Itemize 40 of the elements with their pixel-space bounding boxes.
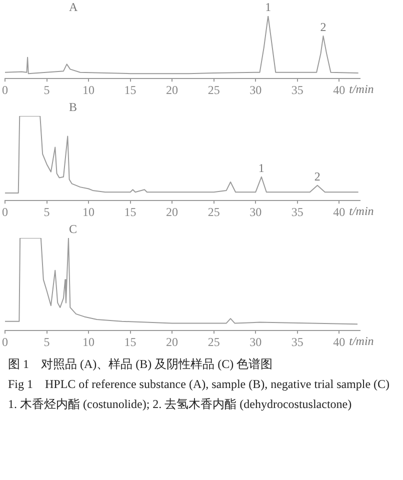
x-axis-title: t/min xyxy=(349,334,374,348)
x-tick-label: 20 xyxy=(166,82,178,97)
x-tick-label: 15 xyxy=(124,204,136,219)
x-tick-label: 5 xyxy=(44,82,50,97)
annotation: 1 xyxy=(265,0,272,14)
x-tick-label: 35 xyxy=(291,334,304,349)
x-axis-title: t/min xyxy=(349,82,374,96)
x-tick-label: 25 xyxy=(208,334,220,349)
x-tick-label: 40 xyxy=(333,204,346,219)
x-tick-label: 15 xyxy=(124,82,136,97)
annotation: 2 xyxy=(314,170,320,184)
caption: 图 1 对照品 (A)、样品 (B) 及阴性样品 (C) 色谱图 xyxy=(8,356,274,372)
annotation: 2 xyxy=(320,20,326,34)
x-tick-label: 10 xyxy=(82,82,95,97)
x-tick-label: 10 xyxy=(82,204,95,219)
x-tick-label: 35 xyxy=(291,82,304,97)
x-tick-label: 20 xyxy=(166,334,178,349)
chart-title: B xyxy=(69,100,78,114)
x-tick-label: 20 xyxy=(166,204,178,219)
x-tick-label: 0 xyxy=(2,334,8,349)
chart-title: C xyxy=(69,222,78,236)
x-tick-label: 25 xyxy=(208,204,220,219)
caption: Fig 1 HPLC of reference substance (A), sample (B), negative trial sample (C) xyxy=(8,376,391,392)
text: 1. 木香烃内酯 (costunolide); 2. 去氢木香内酯 (dehydrocostuslactone) xyxy=(8,396,353,412)
x-tick-label: 30 xyxy=(250,334,262,349)
x-tick-label: 5 xyxy=(44,334,50,349)
x-tick-label: 40 xyxy=(333,334,346,349)
annotation: 1 xyxy=(258,161,264,176)
x-tick-label: 0 xyxy=(2,204,8,219)
x-tick-label: 30 xyxy=(250,204,262,219)
x-tick-label: 30 xyxy=(250,82,262,97)
x-axis-title: t/min xyxy=(349,204,374,218)
x-tick-label: 35 xyxy=(291,204,304,219)
x-tick-label: 10 xyxy=(82,334,95,349)
x-tick-label: 0 xyxy=(2,82,8,97)
x-tick-label: 15 xyxy=(124,334,136,349)
x-tick-label: 25 xyxy=(208,82,220,97)
x-tick-label: 5 xyxy=(44,204,50,219)
chart-title: A xyxy=(69,0,78,14)
x-tick-label: 40 xyxy=(333,82,346,97)
